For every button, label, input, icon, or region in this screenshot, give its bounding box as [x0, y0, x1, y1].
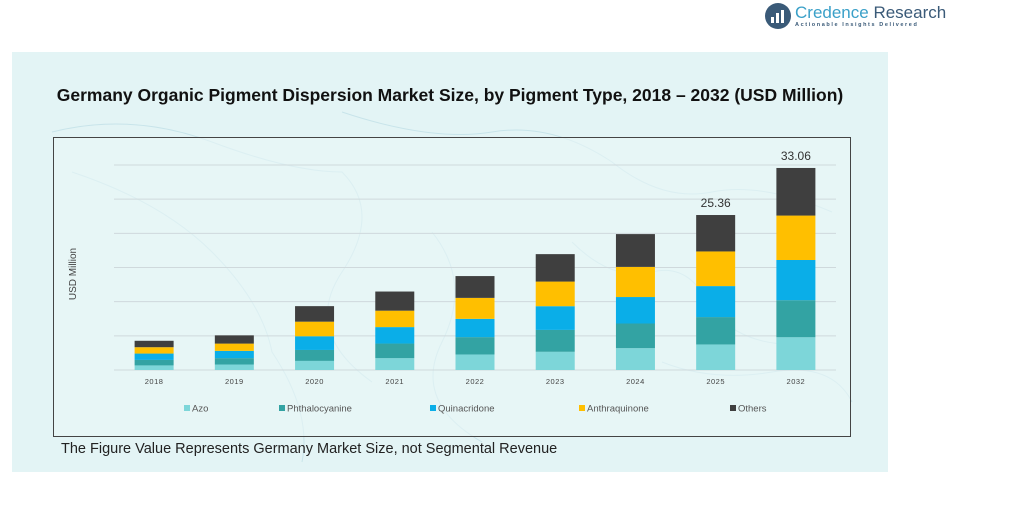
chart-panel: Germany Organic Pigment Dispersion Marke…	[12, 52, 888, 472]
bar-segment-azo-2025	[696, 344, 736, 370]
x-tick-label: 2019	[225, 377, 244, 386]
bar-segment-anthraquinone-2024	[615, 266, 655, 298]
bar-segment-quinacridone-2020	[295, 336, 335, 350]
legend-label-others: Others	[738, 404, 767, 415]
bar-segment-azo-2020	[295, 360, 335, 370]
chart-area: USD Million 2018 2019 2020 2021 2022 2023 2024…	[53, 137, 851, 437]
bar-segment-phthalocyanine-2032	[776, 300, 816, 338]
legend-swatch-phthalocyanine	[279, 405, 285, 411]
bar-segment-anthraquinone-2025	[696, 251, 736, 287]
bar-segment-anthraquinone-2022	[455, 297, 495, 319]
legend-swatch-azo	[184, 405, 190, 411]
bar-segment-others-2032	[776, 167, 816, 216]
bar-segment-others-2019	[214, 335, 254, 344]
chart-title: Germany Organic Pigment Dispersion Marke…	[56, 85, 844, 105]
bar-segment-anthraquinone-2032	[776, 215, 816, 260]
bar-segment-anthraquinone-2020	[295, 321, 335, 337]
bar-segment-quinacridone-2021	[375, 327, 415, 344]
bar-segment-others-2025	[696, 215, 736, 252]
bar-segment-phthalocyanine-2022	[455, 337, 495, 355]
bar-segment-phthalocyanine-2024	[615, 323, 655, 349]
bar-segment-others-2024	[615, 234, 655, 267]
legend-label-anthraquinone: Anthraquinone	[587, 404, 649, 415]
bar-segment-anthraquinone-2021	[375, 310, 415, 328]
bar-segment-anthraquinone-2019	[214, 343, 254, 351]
bar-segment-phthalocyanine-2019	[214, 358, 254, 365]
legend-label-phthalocyanine: Phthalocyanine	[287, 404, 352, 415]
bar-segment-quinacridone-2032	[776, 260, 816, 301]
x-tick-label: 2020	[305, 377, 324, 386]
bar-segment-quinacridone-2022	[455, 318, 495, 338]
bar-segment-anthraquinone-2018	[134, 347, 174, 354]
footnote: The Figure Value Represents Germany Mark…	[61, 441, 558, 457]
data-label-2025: 25.36	[701, 196, 731, 210]
stacked-bar-chart: USD Million 2018 2019 2020 2021 2022 2023 2024…	[68, 149, 836, 415]
bar-segment-azo-2021	[375, 358, 415, 370]
credence-logo-icon	[765, 3, 791, 29]
x-tick-label: 2032	[787, 377, 806, 386]
bar-segment-quinacridone-2024	[615, 297, 655, 324]
x-tick-label: 2021	[385, 377, 404, 386]
bar-segment-azo-2022	[455, 354, 495, 370]
bar-segment-azo-2032	[776, 337, 816, 370]
legend-swatch-quinacridone	[430, 405, 436, 411]
legend-label-quinacridone: Quinacridone	[438, 404, 495, 415]
x-tick-label: 2022	[466, 377, 485, 386]
bar-segment-azo-2024	[615, 348, 655, 370]
bar-segment-others-2022	[455, 276, 495, 298]
x-tick-label: 2024	[626, 377, 645, 386]
bar-segment-others-2023	[535, 254, 575, 282]
brand-name: Credence Research	[795, 2, 947, 22]
legend-label-azo: Azo	[192, 404, 208, 415]
data-label-2032: 33.06	[781, 149, 811, 163]
legend-swatch-others	[730, 405, 736, 411]
bar-segment-others-2021	[375, 291, 415, 311]
y-axis-label: USD Million	[68, 248, 79, 300]
bar-segment-azo-2018	[134, 365, 174, 370]
legend-swatch-anthraquinone	[579, 405, 585, 411]
bar-segment-phthalocyanine-2018	[134, 359, 174, 366]
x-tick-label: 2018	[145, 377, 164, 386]
bar-segment-others-2020	[295, 306, 335, 322]
bar-segment-anthraquinone-2023	[535, 281, 575, 307]
bar-segment-azo-2019	[214, 364, 254, 370]
x-tick-label: 2023	[546, 377, 565, 386]
brand-tagline: Actionable Insights Delivered	[795, 21, 919, 28]
x-tick-label: 2025	[706, 377, 725, 386]
bar-segment-phthalocyanine-2020	[295, 349, 335, 361]
bar-segment-quinacridone-2023	[535, 306, 575, 330]
bar-segment-others-2018	[134, 340, 174, 348]
bar-segment-quinacridone-2018	[134, 353, 174, 360]
bar-segment-quinacridone-2019	[214, 350, 254, 359]
bar-segment-phthalocyanine-2021	[375, 343, 415, 359]
bar-segment-phthalocyanine-2025	[696, 317, 736, 345]
bar-segment-phthalocyanine-2023	[535, 329, 575, 352]
brand-logo: Credence Research Actionable Insights De…	[765, 1, 946, 31]
bar-segment-azo-2023	[535, 351, 575, 370]
bar-segment-quinacridone-2025	[696, 286, 736, 318]
